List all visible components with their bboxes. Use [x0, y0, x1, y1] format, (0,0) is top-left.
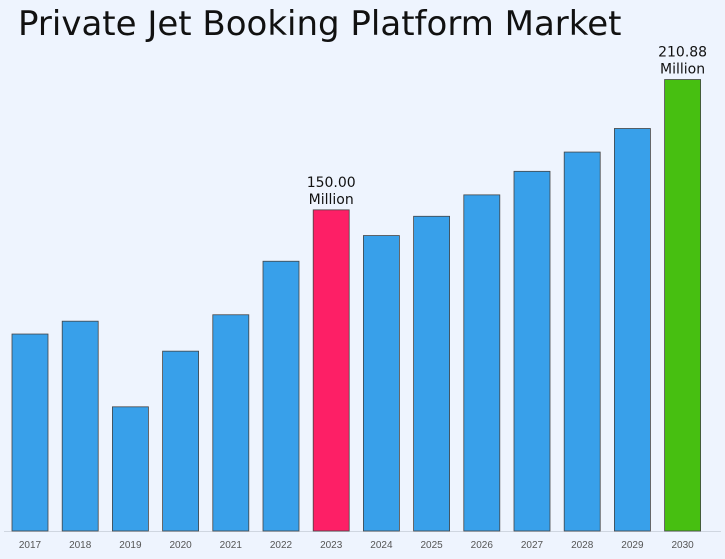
bar-2017 [11, 333, 49, 532]
x-tick-label-2022: 2022 [270, 540, 293, 551]
data-label-2030-line1: 210.88 [658, 45, 707, 61]
bar-2020 [162, 350, 200, 532]
bar-2022 [262, 260, 300, 532]
x-tick-label-2020: 2020 [169, 540, 192, 551]
bar-2024 [362, 235, 400, 532]
x-tick-label-2017: 2017 [19, 540, 42, 551]
x-tick-label-2023: 2023 [320, 540, 343, 551]
bar-2028 [563, 151, 601, 532]
bar-2018 [61, 320, 99, 532]
data-label-2023-line2: Million [309, 192, 354, 208]
bar-2030 [664, 79, 701, 532]
x-tick-label-2018: 2018 [69, 540, 92, 551]
x-tick-label-2029: 2029 [621, 540, 644, 551]
data-label-2030-line2: Million [660, 62, 705, 78]
bar-2023 [312, 209, 350, 532]
bar-2027 [513, 170, 551, 532]
x-tick-label-2030: 2030 [671, 540, 694, 551]
data-label-2023-line1: 150.00 [307, 175, 356, 191]
bar-2019 [112, 406, 149, 532]
chart-title: Private Jet Booking Platform Market [18, 4, 622, 44]
x-tick-label-2027: 2027 [521, 540, 544, 551]
bar-2026 [463, 194, 501, 532]
x-tick-label-2028: 2028 [571, 540, 594, 551]
bar-2029 [614, 128, 651, 532]
x-tick-label-2024: 2024 [370, 540, 393, 551]
bar-2021 [212, 314, 250, 532]
x-tick-label-2025: 2025 [420, 540, 443, 551]
x-tick-label-2021: 2021 [220, 540, 243, 551]
x-tick-label-2019: 2019 [119, 540, 142, 551]
x-tick-label-2026: 2026 [471, 540, 494, 551]
bar-2025 [413, 215, 451, 532]
